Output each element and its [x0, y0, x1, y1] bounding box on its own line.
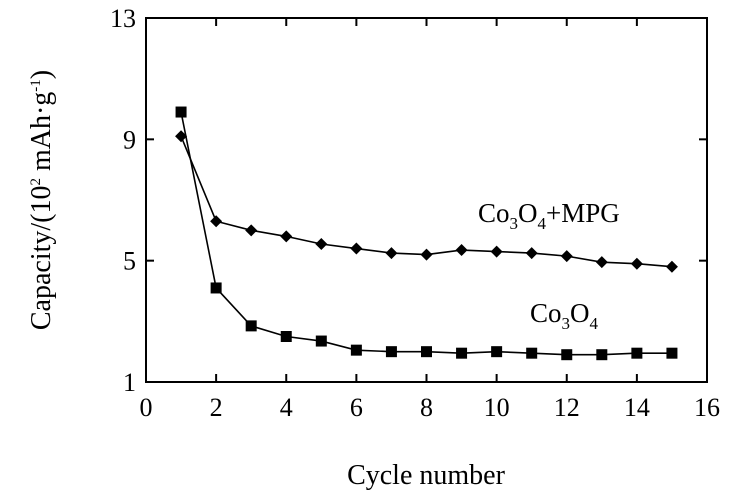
data-point-diamond: [455, 244, 468, 257]
data-point-square: [456, 347, 468, 359]
plot-area-border: [145, 17, 708, 383]
x-tick-label: 16: [694, 393, 720, 422]
data-point-square: [210, 282, 222, 294]
data-point-diamond: [175, 130, 188, 143]
data-point-diamond: [665, 260, 678, 273]
x-tick-label: 12: [554, 393, 580, 422]
x-tick-label: 4: [280, 393, 293, 422]
series-line-2: [180, 111, 672, 356]
y-axis-title: Capacity/(102 mAh·g-1): [26, 70, 57, 330]
data-point-square: [561, 349, 573, 361]
data-point-square: [385, 346, 397, 358]
x-tick-label: 14: [624, 393, 650, 422]
data-point-diamond: [315, 237, 328, 250]
data-point-diamond: [525, 247, 538, 260]
data-point-diamond: [385, 247, 398, 260]
plot-frame: [145, 17, 708, 383]
x-tick-label: 10: [484, 393, 510, 422]
data-point-square: [350, 344, 362, 356]
data-point-square: [245, 320, 257, 332]
x-tick-label: 8: [420, 393, 433, 422]
data-point-square: [666, 347, 678, 359]
y-tick-label: 9: [123, 125, 136, 154]
data-point-diamond: [245, 224, 258, 237]
data-point-diamond: [420, 248, 433, 261]
data-point-square: [421, 346, 432, 358]
data-point-square: [596, 349, 608, 361]
x-tick-label: 2: [210, 393, 223, 422]
data-point-diamond: [350, 242, 363, 255]
data-point-square: [175, 106, 187, 118]
series-group: [175, 106, 678, 361]
axis-ticks: 0 2 4 6 8 10 12 14 16 1 5 9 13: [110, 4, 720, 422]
data-point-diamond: [490, 245, 503, 258]
data-point-square: [631, 347, 643, 359]
data-point-square: [315, 335, 327, 347]
data-point-square: [491, 346, 503, 358]
data-point-diamond: [280, 230, 293, 243]
x-tick-label: 0: [140, 393, 153, 422]
y-tick-label: 5: [123, 247, 136, 276]
series-label-co3o4: Co3O4: [530, 298, 599, 333]
data-point-diamond: [560, 250, 573, 263]
data-point-square: [526, 347, 538, 359]
x-tick-label: 6: [350, 393, 363, 422]
data-point-diamond: [595, 256, 608, 269]
y-tick-label: 13: [110, 4, 136, 33]
y-tick-label: 1: [123, 368, 136, 397]
series-label-co3o4-mpg: Co3O4+MPG: [478, 198, 620, 233]
data-point-diamond: [630, 257, 643, 270]
x-axis-title: Cycle number: [347, 460, 506, 491]
data-point-diamond: [210, 215, 223, 228]
data-point-square: [280, 331, 292, 342]
